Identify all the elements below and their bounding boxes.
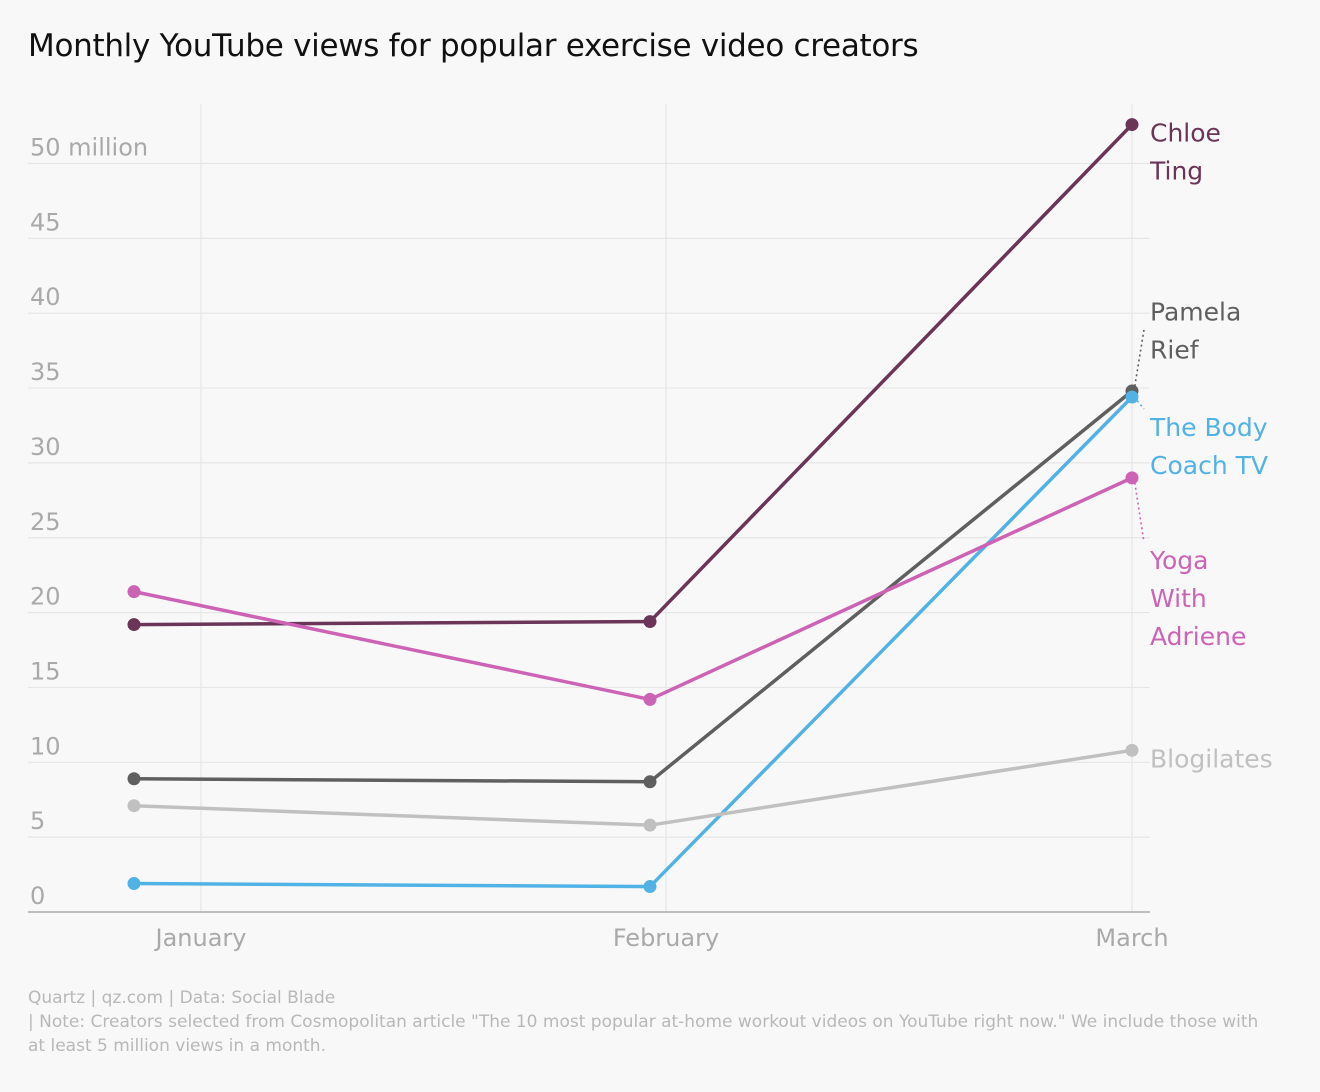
chart-title: Monthly YouTube views for popular exerci… (28, 28, 919, 64)
series-label-pamela-rief: Pamela (1150, 298, 1241, 327)
label-layer: Chloe Ting Pamela Rief The Body Coach TV Yoga W… (1133, 119, 1273, 773)
series-label-chloe-ting: Ting (1149, 157, 1203, 186)
data-point-the-body-coach-tv-1 (643, 880, 657, 894)
data-point-the-body-coach-tv-2 (1125, 390, 1139, 404)
series-label-yoga-with-adriene: Yoga (1149, 546, 1208, 575)
data-point-yoga-with-adriene-1 (643, 692, 657, 706)
y-tick-label: 30 (30, 433, 61, 461)
series-label-pamela-rief: Rief (1150, 336, 1200, 365)
y-tick-label: 10 (30, 732, 61, 760)
x-tick-label: March (1095, 924, 1168, 952)
axis-layer: 0 5 10 15 20 25 30 35 40 45 50 million January Febru… (28, 134, 1169, 952)
y-tick-label: 35 (30, 358, 61, 386)
y-tick-label: 45 (30, 208, 61, 236)
leader-line-yoga-with-adriene (1133, 477, 1145, 543)
series-line-the-body-coach-tv (132, 395, 1134, 889)
y-tick-label: 15 (30, 657, 61, 685)
data-point-yoga-with-adriene-0 (127, 585, 141, 599)
grid-layer (28, 104, 1150, 912)
y-tick-label: 5 (30, 807, 45, 835)
x-tick-label: January (154, 924, 247, 952)
series-label-yoga-with-adriene: With (1150, 584, 1207, 613)
series-line-pamela-rief (132, 389, 1134, 784)
data-point-chloe-ting-1 (643, 615, 657, 629)
data-point-chloe-ting-2 (1125, 118, 1139, 132)
series-line-blogilates (132, 748, 1134, 827)
y-tick-label: 50 million (30, 134, 148, 162)
y-tick-label: 0 (30, 882, 45, 910)
series-label-the-body-coach-tv: Coach TV (1150, 451, 1268, 480)
series-layer (127, 118, 1139, 894)
series-label-the-body-coach-tv: The Body (1149, 413, 1268, 442)
data-point-blogilates-1 (643, 818, 657, 832)
series-label-yoga-with-adriene: Adriene (1150, 622, 1246, 651)
source-credit: Quartz | qz.com | Data: Social Blade (28, 988, 336, 1008)
data-point-the-body-coach-tv-0 (127, 877, 141, 891)
y-tick-label: 25 (30, 508, 61, 536)
x-tick-label: February (613, 924, 719, 952)
y-tick-label: 40 (30, 283, 61, 311)
series-label-blogilates: Blogilates (1150, 744, 1273, 773)
data-point-yoga-with-adriene-2 (1125, 471, 1139, 485)
y-tick-label: 20 (30, 583, 61, 611)
leader-line-pamela-rief (1133, 329, 1145, 392)
chart-note: | Note: Creators selected from Cosmopoli… (28, 1012, 1259, 1056)
data-point-blogilates-0 (127, 799, 141, 813)
data-point-blogilates-2 (1125, 743, 1139, 757)
data-point-pamela-rief-0 (127, 772, 141, 786)
data-point-chloe-ting-0 (127, 618, 141, 632)
chart-footer: Quartz | qz.com | Data: Social Blade | N… (28, 986, 1278, 1058)
data-point-pamela-rief-1 (643, 775, 657, 789)
series-label-chloe-ting: Chloe (1150, 119, 1221, 148)
